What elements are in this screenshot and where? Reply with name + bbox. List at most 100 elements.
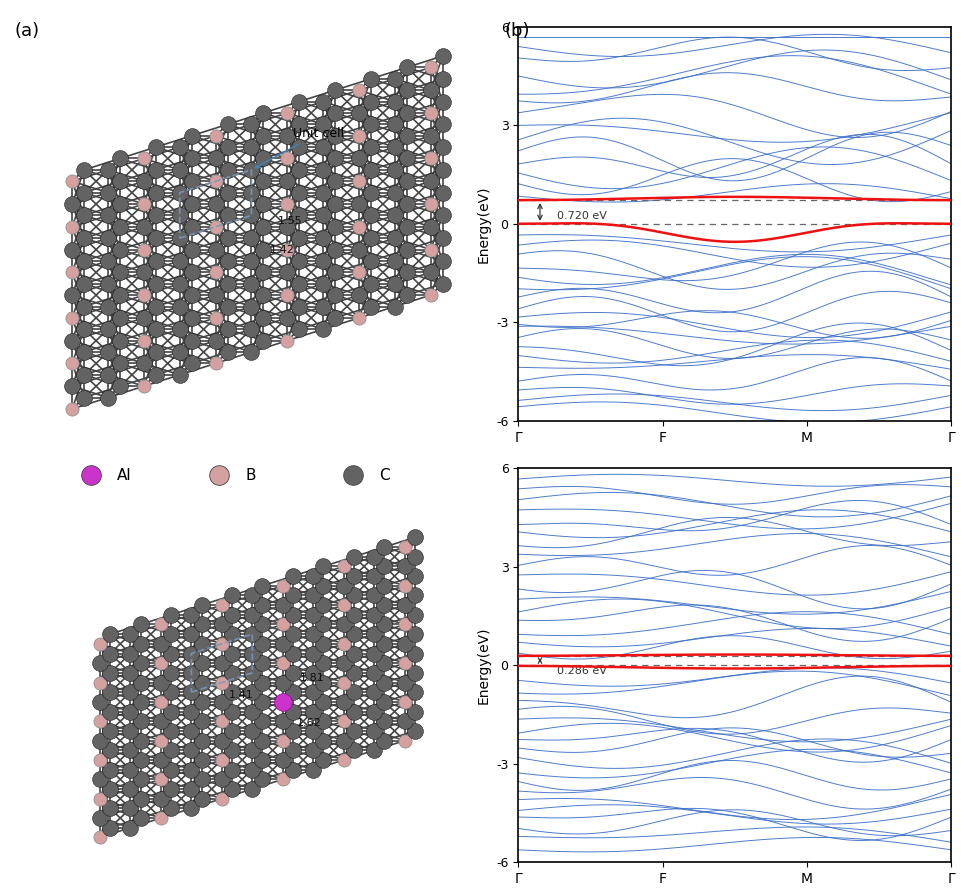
Point xyxy=(208,288,223,302)
Point xyxy=(407,569,423,583)
Point xyxy=(423,220,438,234)
Point xyxy=(255,598,270,613)
Point xyxy=(346,549,361,564)
Point xyxy=(153,676,168,690)
Point xyxy=(172,276,187,291)
Point xyxy=(245,589,260,603)
Point xyxy=(275,579,290,593)
Point xyxy=(377,676,392,690)
Point xyxy=(112,151,128,165)
Point xyxy=(133,773,148,787)
Point xyxy=(352,174,367,188)
Point xyxy=(306,704,321,718)
Point xyxy=(224,666,239,680)
Point xyxy=(346,589,361,603)
Point xyxy=(397,714,412,728)
Text: 0.286 eV: 0.286 eV xyxy=(557,666,607,677)
Point xyxy=(387,254,403,268)
Point xyxy=(285,627,301,641)
Point xyxy=(245,627,260,641)
Point xyxy=(220,186,235,200)
Point xyxy=(220,322,235,336)
Point xyxy=(255,656,270,670)
Point xyxy=(214,733,230,748)
Point xyxy=(77,231,92,245)
Point xyxy=(336,676,352,690)
Point xyxy=(77,186,92,200)
Point xyxy=(133,617,148,631)
Point xyxy=(435,72,451,86)
Point xyxy=(315,322,331,336)
Point xyxy=(346,685,361,700)
Point xyxy=(346,704,361,718)
Point xyxy=(366,589,382,603)
Point xyxy=(256,243,271,257)
Point xyxy=(208,356,223,371)
Point xyxy=(64,288,80,302)
Point xyxy=(387,140,403,154)
Point xyxy=(423,265,438,279)
Point xyxy=(133,791,148,805)
Point xyxy=(136,265,152,279)
Point xyxy=(255,579,270,593)
Point xyxy=(366,704,382,718)
Point xyxy=(280,151,295,165)
Point xyxy=(136,220,152,234)
Point xyxy=(435,140,451,154)
Point xyxy=(153,714,168,728)
Point xyxy=(208,333,223,348)
Point xyxy=(399,129,414,143)
Point xyxy=(328,197,343,212)
Point xyxy=(123,685,138,700)
Point xyxy=(387,231,403,245)
Point xyxy=(194,791,209,805)
Point xyxy=(163,763,179,777)
Point xyxy=(172,368,187,382)
Point xyxy=(153,753,168,767)
Point xyxy=(163,627,179,641)
Point xyxy=(172,186,187,200)
Point xyxy=(328,311,343,325)
Point xyxy=(387,94,403,108)
Point xyxy=(407,685,423,700)
Point xyxy=(64,311,80,325)
Point xyxy=(133,695,148,709)
Point xyxy=(112,265,128,279)
Point xyxy=(397,637,412,651)
Point xyxy=(291,300,307,314)
Point xyxy=(423,83,438,97)
Point xyxy=(133,637,148,651)
Point xyxy=(315,208,331,222)
Point xyxy=(363,140,379,154)
Point xyxy=(336,617,352,631)
Point xyxy=(148,322,163,336)
Point xyxy=(208,311,223,325)
Point xyxy=(184,666,199,680)
Text: 1.41: 1.41 xyxy=(229,691,253,701)
Point xyxy=(315,300,331,314)
Point xyxy=(363,186,379,200)
Point xyxy=(423,129,438,143)
Point xyxy=(352,106,367,120)
Point xyxy=(315,186,331,200)
Point xyxy=(328,151,343,165)
Point xyxy=(224,782,239,797)
Point xyxy=(315,94,331,108)
Point xyxy=(407,530,423,544)
Point xyxy=(208,129,223,143)
Point xyxy=(103,627,118,641)
Point xyxy=(387,186,403,200)
Point xyxy=(153,791,168,805)
Point xyxy=(280,220,295,234)
Point xyxy=(275,695,290,709)
Point xyxy=(172,322,187,336)
Point xyxy=(407,549,423,564)
Point xyxy=(399,106,414,120)
Point xyxy=(346,743,361,757)
Point xyxy=(397,733,412,748)
Point xyxy=(194,598,209,613)
Point xyxy=(397,559,412,573)
Point xyxy=(64,243,80,257)
Point xyxy=(184,782,199,797)
Point xyxy=(255,753,270,767)
